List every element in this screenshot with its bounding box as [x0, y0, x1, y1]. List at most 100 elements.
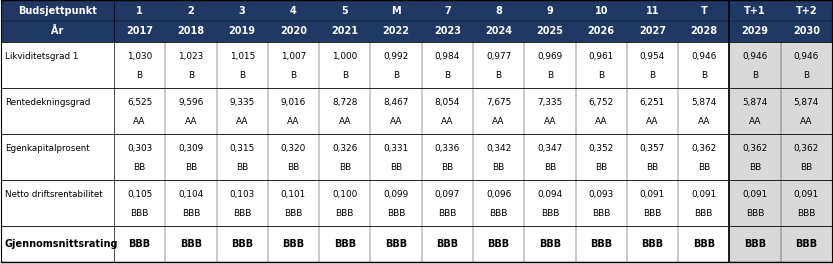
Bar	[165, 0, 217, 42]
Text: 2018: 2018	[177, 26, 204, 36]
Bar	[524, 226, 576, 262]
Bar	[781, 42, 832, 88]
Text: T+1: T+1	[744, 6, 766, 16]
Bar	[165, 88, 217, 134]
Bar	[627, 0, 678, 42]
Text: 0,103: 0,103	[230, 190, 255, 199]
Bar	[524, 88, 576, 134]
Text: BBB: BBB	[334, 239, 356, 249]
Text: 9,335: 9,335	[230, 98, 255, 107]
Bar	[627, 42, 678, 88]
Bar	[268, 88, 319, 134]
Text: 0,309: 0,309	[178, 144, 203, 153]
Text: 3: 3	[239, 6, 246, 16]
Text: 1: 1	[137, 6, 143, 16]
Text: 9: 9	[546, 6, 553, 16]
Text: BB: BB	[339, 163, 351, 172]
Bar	[678, 226, 730, 262]
Text: 0,961: 0,961	[589, 52, 614, 61]
Text: B: B	[342, 70, 348, 80]
Text: BB: BB	[492, 163, 505, 172]
Bar	[268, 180, 319, 226]
Text: BB: BB	[595, 163, 607, 172]
Bar	[217, 180, 268, 226]
Text: B: B	[137, 70, 142, 80]
Bar	[730, 134, 781, 180]
Bar	[627, 180, 678, 226]
Bar	[730, 180, 781, 226]
Text: BBB: BBB	[385, 239, 407, 249]
Bar	[1, 0, 114, 42]
Text: BB: BB	[646, 163, 659, 172]
Text: 2027: 2027	[639, 26, 666, 36]
Text: 6,251: 6,251	[640, 98, 665, 107]
Text: BBB: BBB	[641, 239, 664, 249]
Bar	[268, 134, 319, 180]
Bar	[524, 134, 576, 180]
Text: BB: BB	[441, 163, 453, 172]
Text: 1,015: 1,015	[230, 52, 255, 61]
Text: 0,091: 0,091	[691, 190, 716, 199]
Bar	[217, 226, 268, 262]
Text: BB: BB	[801, 163, 812, 172]
Bar	[576, 180, 627, 226]
Bar	[421, 42, 473, 88]
Text: 8: 8	[495, 6, 502, 16]
Text: BBB: BBB	[336, 209, 354, 218]
Text: BB: BB	[544, 163, 556, 172]
Text: 11: 11	[646, 6, 659, 16]
Text: AA: AA	[287, 117, 300, 126]
Bar	[319, 180, 371, 226]
Text: AA: AA	[646, 117, 659, 126]
Bar	[217, 42, 268, 88]
Text: B: B	[650, 70, 656, 80]
Text: 0,093: 0,093	[589, 190, 614, 199]
Text: 2030: 2030	[793, 26, 820, 36]
Text: 2: 2	[187, 6, 194, 16]
Text: BBB: BBB	[284, 209, 302, 218]
Text: M: M	[392, 6, 401, 16]
Text: 2028: 2028	[691, 26, 717, 36]
Text: 5,874: 5,874	[691, 98, 716, 107]
Bar	[678, 134, 730, 180]
Text: 0,303: 0,303	[127, 144, 152, 153]
Text: 0,091: 0,091	[640, 190, 665, 199]
Text: BB: BB	[236, 163, 248, 172]
Bar	[319, 88, 371, 134]
Text: BBB: BBB	[282, 239, 305, 249]
Text: BBB: BBB	[487, 239, 510, 249]
Bar	[268, 42, 319, 88]
Bar	[730, 226, 781, 262]
Bar	[473, 42, 524, 88]
Bar	[114, 42, 165, 88]
Bar	[524, 180, 576, 226]
Text: 0,984: 0,984	[435, 52, 460, 61]
Text: 7,675: 7,675	[486, 98, 511, 107]
Text: BBB: BBB	[438, 209, 456, 218]
Bar	[165, 42, 217, 88]
Text: 5: 5	[342, 6, 348, 16]
Text: 1,023: 1,023	[178, 52, 203, 61]
Text: 0,357: 0,357	[640, 144, 665, 153]
Bar	[473, 180, 524, 226]
Text: 0,315: 0,315	[230, 144, 255, 153]
Bar	[781, 226, 832, 262]
Bar	[114, 134, 165, 180]
Text: AA: AA	[595, 117, 607, 126]
Bar	[678, 180, 730, 226]
Text: 0,946: 0,946	[794, 52, 819, 61]
Bar	[421, 180, 473, 226]
Text: AA: AA	[133, 117, 146, 126]
Text: 0,091: 0,091	[742, 190, 768, 199]
Text: Gjennomsnittsrating: Gjennomsnittsrating	[5, 239, 118, 249]
Text: 0,331: 0,331	[383, 144, 409, 153]
Text: BBB: BBB	[180, 239, 202, 249]
Bar	[217, 0, 268, 42]
Bar	[421, 134, 473, 180]
Bar	[319, 134, 371, 180]
Text: AA: AA	[441, 117, 454, 126]
Bar	[627, 134, 678, 180]
Text: 5,874: 5,874	[742, 98, 768, 107]
Bar	[576, 226, 627, 262]
Text: 0,326: 0,326	[332, 144, 357, 153]
